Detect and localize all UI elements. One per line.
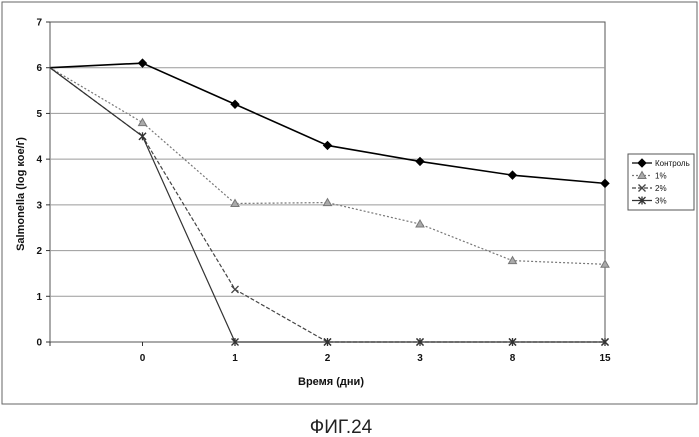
legend-label: 1% [655,172,667,181]
y-tick-label: 7 [36,18,42,29]
chart: 01234567 0123815 Salmonella (log кое/г) … [0,0,699,437]
x-tick-label: 3 [417,353,423,364]
x-tick-label: 0 [140,353,146,364]
x-tick-label: 8 [510,353,516,364]
legend: Контроль 1% 2% 3% [628,154,694,210]
figure-caption: ФИГ.24 [310,417,373,437]
legend-label: Контроль [655,159,690,168]
y-tick-label: 4 [36,155,42,166]
y-axis-label: Salmonella (log кое/г) [15,137,27,251]
y-tick-label: 6 [36,63,42,74]
plot-area [50,22,605,342]
y-tick-label: 3 [36,200,42,211]
y-tick-label: 0 [36,338,42,349]
y-tick-label: 2 [36,246,42,257]
x-axis-label: Время (дни) [298,376,364,388]
x-tick-label: 15 [599,353,611,364]
legend-label: 3% [655,197,667,206]
y-tick-label: 1 [36,292,42,303]
x-tick-label: 2 [325,353,331,364]
y-tick-label: 5 [36,109,42,120]
legend-label: 2% [655,184,667,193]
x-tick-label: 1 [232,353,238,364]
